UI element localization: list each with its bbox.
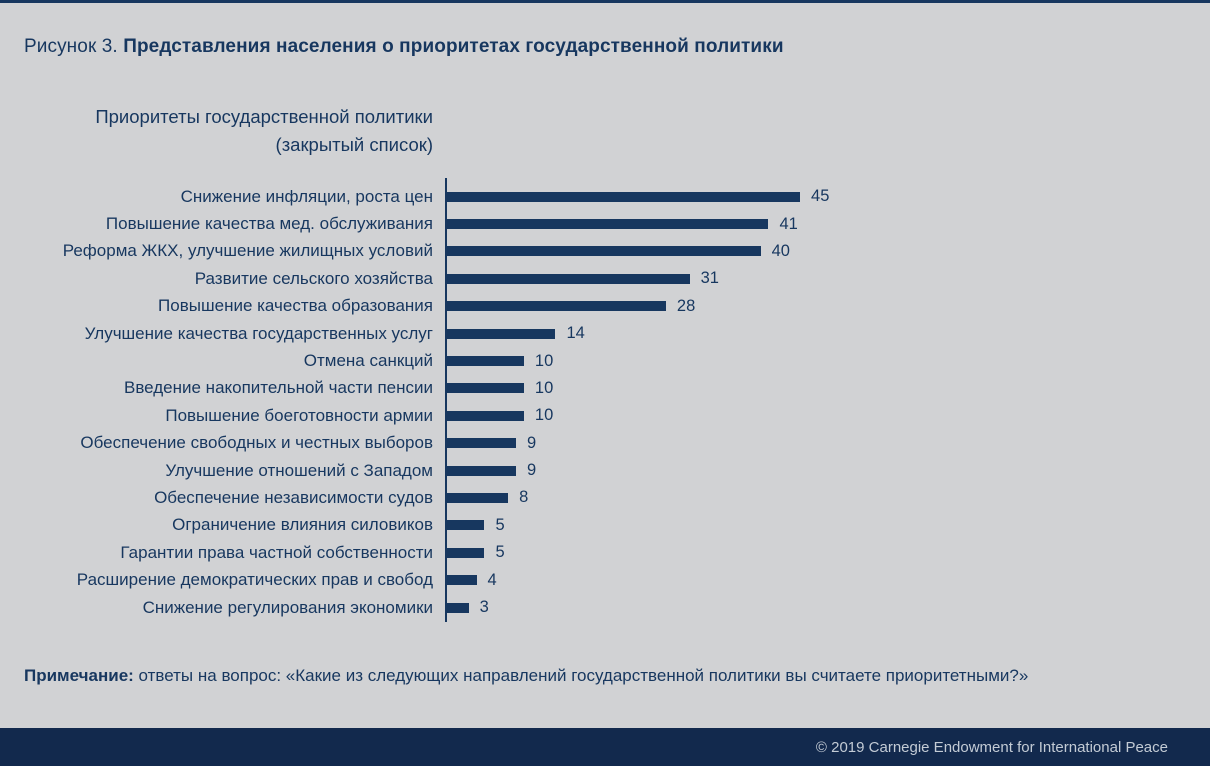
bar-chart: Снижение инфляции, роста цен 45 Повышение … (0, 183, 1210, 621)
bar (445, 246, 761, 257)
bar-label: Гарантии права частной собственности (120, 542, 433, 562)
bar-label: Обеспечение свободных и честных выборов (80, 433, 433, 453)
bar (445, 191, 801, 202)
bar (445, 383, 524, 394)
bar (445, 219, 769, 230)
chart-note: Примечание: ответы на вопрос: «Какие из … (24, 666, 1028, 686)
bar-label: Введение накопительной части пенсии (123, 378, 433, 398)
figure-title: Представления населения о приоритетах го… (123, 36, 784, 57)
figure-label: Рисунок 3. (24, 36, 118, 57)
chart-title-line2: (закрытый список) (275, 134, 433, 155)
bar-label: Улучшение качества государственных услуг (84, 323, 433, 343)
chart-row: Обеспечение свободных и честных выборов 9 (0, 430, 1210, 457)
bar-value: 10 (534, 351, 554, 370)
chart-row: Улучшение качества государственных услуг… (0, 320, 1210, 347)
bar-label: Повышение боеготовности армии (165, 405, 433, 425)
bar (445, 547, 485, 558)
bar-value: 40 (771, 241, 790, 260)
bar-label: Ограничение влияния силовиков (172, 515, 433, 535)
bar-label: Повышение качества образования (158, 296, 433, 316)
bar-value: 14 (566, 324, 585, 343)
bar-value: 45 (811, 187, 830, 206)
bar-value: 4 (487, 570, 497, 589)
bar-value: 10 (534, 378, 554, 397)
note-text: ответы на вопрос: «Какие из следующих на… (133, 666, 1029, 685)
bar (445, 520, 485, 531)
chart-title: Приоритеты государственной политики (зак… (24, 103, 433, 159)
bar-value: 41 (779, 214, 798, 233)
chart-row: Повышение качества образования 28 (0, 293, 1210, 320)
bar-value: 9 (527, 461, 537, 480)
chart-axis-line (445, 178, 447, 622)
chart-row: Ограничение влияния силовиков 5 (0, 512, 1210, 539)
bar (445, 356, 524, 367)
chart-row: Расширение демократических прав и свобод… (0, 566, 1210, 593)
bar (445, 492, 509, 503)
chart-row: Снижение регулирования экономики 3 (0, 594, 1210, 621)
bar (445, 575, 477, 586)
bar (445, 602, 469, 613)
bar-label: Расширение демократических прав и свобод (76, 570, 433, 590)
chart-row: Гарантии права частной собственности 5 (0, 539, 1210, 566)
top-accent-bar (0, 0, 1210, 3)
bar-label: Отмена санкций (303, 351, 433, 371)
bar (445, 301, 666, 312)
bar (445, 410, 524, 421)
bar-value: 9 (527, 433, 537, 452)
bar (445, 328, 556, 339)
bar-value: 5 (495, 543, 505, 562)
chart-row: Снижение инфляции, роста цен 45 (0, 183, 1210, 210)
chart-row: Повышение боеготовности армии 10 (0, 402, 1210, 429)
bar-value: 28 (676, 296, 696, 315)
bar-label: Улучшение отношений с Западом (165, 460, 433, 480)
bar (445, 438, 516, 449)
bar-label: Снижение инфляции, роста цен (180, 186, 433, 206)
bar-label: Развитие сельского хозяйства (194, 268, 433, 288)
bar-label: Снижение регулирования экономики (142, 597, 433, 617)
note-label: Примечание: (24, 666, 134, 685)
bar-value: 5 (495, 515, 505, 534)
bar-value: 8 (519, 488, 529, 507)
chart-row: Развитие сельского хозяйства 31 (0, 265, 1210, 292)
bar (445, 465, 516, 476)
chart-row: Повышение качества мед. обслуживания 41 (0, 210, 1210, 237)
bar-label: Обеспечение независимости судов (154, 487, 433, 507)
bar (445, 273, 690, 284)
footer-bar: © 2019 Carnegie Endowment for Internatio… (0, 728, 1210, 766)
bar-label: Повышение качества мед. обслуживания (105, 214, 433, 234)
chart-row: Улучшение отношений с Западом 9 (0, 457, 1210, 484)
bar-value: 10 (534, 406, 554, 425)
bar-value: 3 (479, 598, 489, 617)
copyright-text: © 2019 Carnegie Endowment for Internatio… (815, 738, 1168, 756)
chart-row: Введение накопительной части пенсии 10 (0, 375, 1210, 402)
chart-title-line1: Приоритеты государственной политики (95, 106, 433, 127)
bar-value: 31 (700, 269, 719, 288)
figure-header: Рисунок 3. Представления населения о при… (24, 36, 784, 58)
chart-row: Реформа ЖКХ, улучшение жилищных условий 4… (0, 238, 1210, 265)
chart-row: Обеспечение независимости судов 8 (0, 484, 1210, 511)
bar-label: Реформа ЖКХ, улучшение жилищных условий (62, 241, 433, 261)
chart-row: Отмена санкций 10 (0, 347, 1210, 374)
